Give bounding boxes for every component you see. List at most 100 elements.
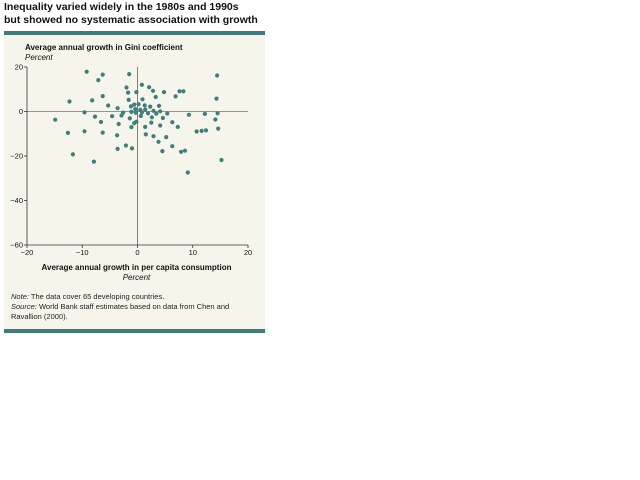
data-point: [181, 89, 186, 94]
data-point: [161, 90, 167, 95]
data-point: [156, 139, 161, 144]
y-tick-label: 20: [15, 63, 23, 72]
source-text: World Bank staff estimates based on data…: [11, 302, 230, 321]
data-point: [175, 124, 180, 129]
data-point: [126, 90, 131, 95]
data-point: [203, 128, 209, 133]
data-point: [151, 134, 156, 139]
data-point: [127, 72, 132, 77]
data-point: [182, 148, 188, 153]
data-point: [126, 97, 131, 102]
data-point: [179, 149, 184, 154]
data-point: [90, 98, 95, 103]
data-point: [143, 132, 148, 137]
data-points: [53, 69, 224, 175]
data-point: [116, 121, 121, 127]
data-point: [216, 126, 221, 131]
data-point: [132, 102, 137, 107]
bottom-rule: [4, 329, 265, 333]
figure-title-line2: but showed no systematic association wit…: [4, 14, 258, 26]
data-point: [127, 116, 132, 121]
data-point: [194, 129, 199, 134]
x-tick-label: −10: [76, 248, 89, 257]
y-tick-label: −60: [10, 241, 23, 250]
x-tick-label: −20: [21, 248, 34, 257]
data-point: [96, 78, 101, 83]
data-point: [149, 115, 154, 120]
x-tick-label: 0: [135, 248, 139, 257]
data-point: [164, 135, 169, 140]
x-axis-unit: Percent: [122, 273, 151, 282]
y-tick-label: −40: [10, 196, 23, 205]
data-point: [82, 110, 87, 115]
data-point: [156, 103, 162, 108]
data-point: [110, 114, 115, 119]
data-point: [145, 111, 151, 116]
data-point: [139, 82, 144, 87]
x-tick-label: 10: [189, 248, 197, 257]
data-point: [147, 85, 152, 90]
data-point: [100, 72, 105, 77]
data-point: [213, 117, 218, 122]
axes: [24, 66, 249, 248]
data-point: [134, 90, 139, 95]
data-point: [115, 106, 120, 111]
tick-labels: 200−20−40−60−20 −10 0 10 20: [10, 63, 252, 257]
y-axis-title: Average annual growth in Gini coefficien…: [25, 43, 183, 52]
data-point: [165, 111, 170, 116]
x-axis-title: Average annual growth in per capita cons…: [41, 263, 232, 272]
data-point: [129, 146, 135, 151]
data-point: [139, 110, 144, 115]
figure-title: Inequality varied widely in the 1980s an…: [4, 1, 274, 27]
data-point: [124, 85, 129, 90]
data-point: [128, 104, 133, 109]
data-point: [70, 152, 75, 157]
y-tick-label: 0: [19, 107, 23, 116]
data-point: [100, 94, 105, 99]
data-point: [119, 113, 124, 118]
data-point: [136, 102, 141, 107]
data-point: [160, 149, 165, 154]
data-point: [202, 111, 207, 116]
note-line: Note: The data cover 65 developing count…: [11, 292, 261, 302]
data-point: [170, 120, 175, 125]
data-point: [149, 120, 154, 125]
data-point: [150, 88, 156, 93]
top-rule: [4, 31, 265, 35]
data-point: [214, 96, 219, 101]
data-point: [153, 94, 158, 100]
data-point: [115, 133, 120, 138]
data-point: [115, 146, 120, 151]
y-tick-label: −20: [10, 152, 23, 161]
data-point: [133, 107, 138, 112]
source-line: Source: World Bank staff estimates based…: [11, 302, 261, 322]
y-axis-unit: Percent: [25, 53, 53, 62]
data-point: [177, 89, 182, 94]
data-point: [186, 112, 191, 117]
data-point: [65, 130, 70, 135]
x-tick-label: 20: [244, 248, 252, 257]
note-text: The data cover 65 developing countries.: [30, 292, 165, 301]
data-point: [134, 119, 139, 124]
data-point: [100, 130, 105, 135]
data-point: [173, 94, 178, 99]
data-point: [215, 73, 220, 78]
data-point: [106, 103, 111, 108]
chart-panel: Average annual growth in Gini coefficien…: [4, 36, 265, 329]
data-point: [158, 123, 163, 128]
data-point: [215, 111, 220, 116]
data-point: [154, 111, 159, 116]
data-point: [53, 117, 58, 122]
data-point: [67, 99, 72, 104]
data-point: [142, 103, 147, 108]
data-point: [82, 129, 87, 134]
figure-title-line1: Inequality varied widely in the 1980s an…: [4, 1, 239, 13]
data-point: [129, 125, 134, 130]
source-label: Source:: [11, 302, 37, 311]
data-point: [170, 144, 175, 149]
data-point: [123, 143, 128, 148]
data-point: [151, 108, 156, 113]
data-point: [133, 110, 138, 115]
data-point: [98, 119, 104, 125]
data-point: [185, 170, 190, 175]
